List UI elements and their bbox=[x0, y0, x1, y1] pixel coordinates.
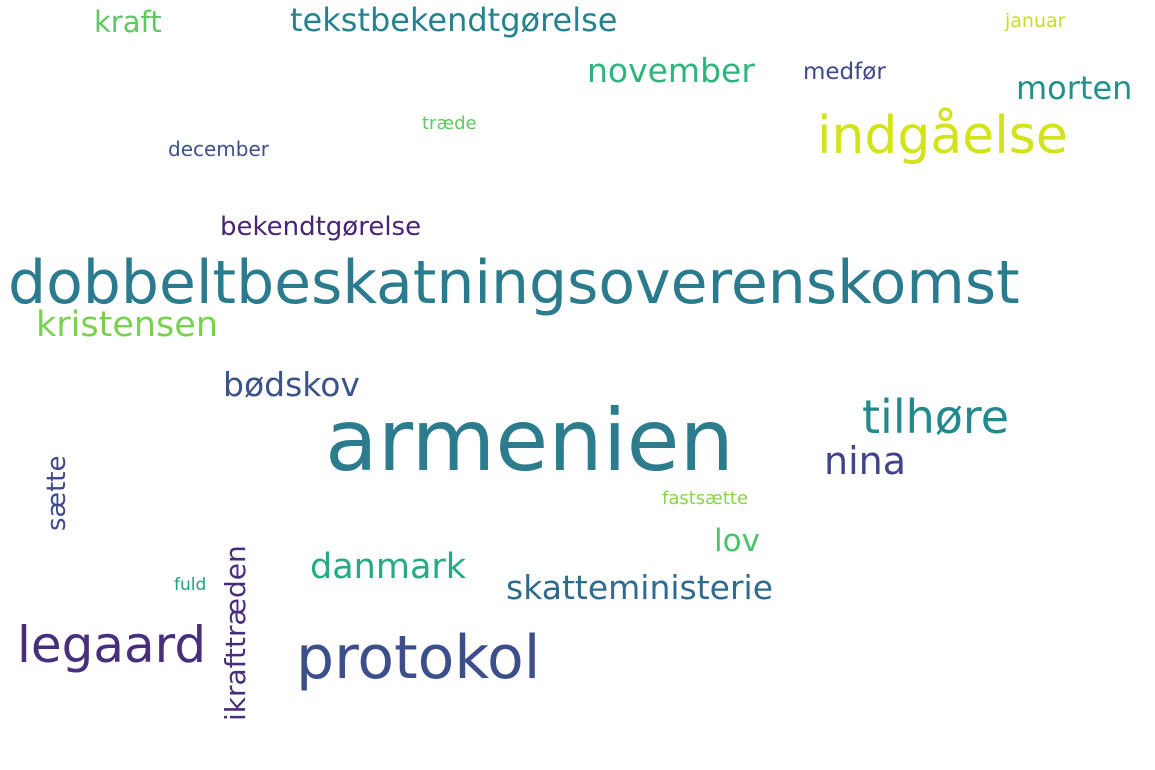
word-danmark: danmark bbox=[310, 547, 467, 587]
word-legaard: legaard bbox=[17, 616, 207, 674]
word-nina: nina bbox=[824, 439, 907, 483]
word-armenien: armenien bbox=[325, 391, 735, 491]
word-lov: lov bbox=[714, 523, 760, 559]
word-januar: januar bbox=[1005, 10, 1066, 32]
word-tilhoere: tilhøre bbox=[862, 390, 1010, 444]
word-dobbeltbeskatningsoverenskomst: dobbeltbeskatningsoverenskomst bbox=[8, 248, 1020, 318]
word-bekendtgoerelse: bekendtgørelse bbox=[220, 212, 422, 242]
word-november: november bbox=[587, 51, 755, 90]
word-traede: træde bbox=[422, 113, 477, 134]
word-indgaaelse: indgåelse bbox=[817, 106, 1068, 166]
word-boedskov: bødskov bbox=[223, 365, 360, 404]
word-skatteministerie: skatteministerie bbox=[506, 568, 773, 607]
word-morten: morten bbox=[1016, 69, 1133, 107]
word-fastsaette: fastsætte bbox=[662, 488, 749, 509]
word-fuld: fuld bbox=[174, 575, 207, 595]
word-december: december bbox=[168, 137, 270, 161]
word-saette: sætte bbox=[42, 455, 72, 531]
word-tekstbekendtgoerelse: tekstbekendtgørelse bbox=[290, 1, 618, 39]
word-kristensen: kristensen bbox=[36, 305, 219, 345]
word-ikrafttraeden: ikrafttræden bbox=[219, 545, 252, 721]
word-medfoer: medfør bbox=[803, 59, 886, 85]
word-kraft: kraft bbox=[94, 5, 162, 39]
word-protokol: protokol bbox=[296, 623, 541, 693]
